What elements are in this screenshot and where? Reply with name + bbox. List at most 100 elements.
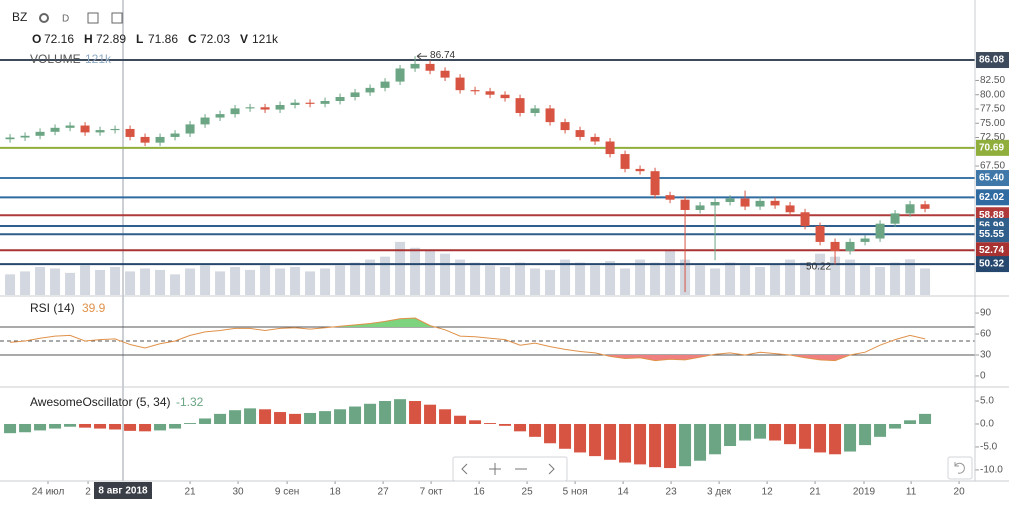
volume-bar bbox=[35, 266, 46, 295]
candle-body bbox=[575, 130, 585, 137]
ao-bar bbox=[514, 423, 527, 432]
volume-bar bbox=[185, 268, 196, 295]
indicator-value: 39.9 bbox=[82, 301, 106, 315]
settings-icon[interactable] bbox=[39, 13, 49, 23]
ao-bar bbox=[649, 423, 662, 468]
x-tick-label: 30 bbox=[232, 487, 244, 498]
header: BZ D bbox=[12, 10, 123, 25]
ao-bar bbox=[34, 423, 47, 431]
indicators-icon[interactable] bbox=[111, 12, 123, 24]
volume-bar bbox=[485, 265, 496, 295]
ao-bar bbox=[394, 399, 407, 424]
symbol[interactable]: BZ bbox=[12, 10, 27, 24]
level-label-box bbox=[976, 256, 1009, 273]
zoom-in-button[interactable] bbox=[489, 463, 501, 475]
scroll-left-button[interactable] bbox=[461, 463, 468, 475]
scroll-right-button[interactable] bbox=[548, 463, 555, 475]
candle-body bbox=[800, 212, 810, 226]
volume-value: 121k bbox=[85, 52, 112, 66]
ao-bar bbox=[619, 423, 632, 463]
volume-bar bbox=[50, 268, 61, 295]
volume-bar bbox=[770, 264, 781, 295]
x-tick-label: 9 сен bbox=[275, 487, 299, 498]
ao-bar bbox=[679, 423, 692, 467]
candle-body bbox=[530, 108, 540, 113]
ao-bar bbox=[874, 423, 887, 437]
crosshair-label: 8 авг 2018 bbox=[98, 486, 148, 497]
volume-bar bbox=[320, 268, 331, 295]
volume-bar bbox=[395, 241, 406, 295]
candle-body bbox=[230, 108, 240, 115]
level-label-box bbox=[976, 226, 1009, 243]
y-tick-label: 75.00 bbox=[980, 118, 1005, 129]
ao-bar bbox=[604, 423, 617, 460]
x-tick-label: 18 bbox=[330, 487, 342, 498]
x-tick-label: 5 ноя bbox=[563, 487, 588, 498]
volume-bar bbox=[890, 262, 901, 295]
volume-bar bbox=[650, 262, 661, 295]
x-tick-label: 12 bbox=[762, 487, 774, 498]
candle-body bbox=[815, 225, 825, 242]
x-tick-label: 7 окт bbox=[420, 487, 443, 498]
annotation-arrow bbox=[416, 52, 428, 60]
volume-bar bbox=[380, 256, 391, 295]
candle-body bbox=[350, 92, 360, 98]
ao-bar bbox=[574, 423, 587, 453]
ao-bar bbox=[79, 423, 92, 428]
volume-readout-label: V bbox=[240, 32, 248, 46]
ao-bar bbox=[769, 423, 782, 441]
level-label: 86.08 bbox=[979, 55, 1004, 66]
ao-bar bbox=[4, 423, 17, 434]
ohlc-label: O bbox=[32, 32, 41, 46]
candle-body bbox=[5, 137, 15, 140]
annotation: 50.22 bbox=[806, 261, 831, 272]
reset-button[interactable] bbox=[947, 456, 973, 480]
level-label: 65.40 bbox=[979, 173, 1004, 184]
ao-bar bbox=[334, 409, 347, 424]
y-tick-label: -5.0 bbox=[980, 442, 998, 453]
volume-bar bbox=[455, 259, 466, 295]
candle-body bbox=[770, 200, 780, 206]
level-label: 58.88 bbox=[979, 210, 1004, 221]
candle-body bbox=[260, 107, 270, 110]
volume-bar bbox=[815, 253, 826, 295]
ao-bar bbox=[49, 423, 62, 429]
volume-title: VOLUME bbox=[30, 52, 81, 66]
compare-icon[interactable] bbox=[87, 12, 99, 24]
volume-bar bbox=[845, 259, 856, 295]
ao-bar bbox=[124, 423, 137, 431]
ao-bar bbox=[424, 404, 437, 424]
volume-bar bbox=[830, 256, 841, 295]
level-label: 55.55 bbox=[979, 229, 1004, 240]
candle-body bbox=[395, 68, 405, 82]
candle-body bbox=[365, 87, 375, 93]
volume-bar bbox=[275, 268, 286, 295]
volume-bar bbox=[110, 266, 121, 295]
volume-bar bbox=[425, 250, 436, 295]
y-tick-label: 77.50 bbox=[980, 104, 1005, 115]
y-tick-label: 72.50 bbox=[980, 132, 1005, 143]
candle-body bbox=[650, 171, 660, 196]
level-label: 56.99 bbox=[979, 221, 1004, 232]
candle-body bbox=[290, 102, 300, 105]
candle-body bbox=[830, 241, 840, 252]
candle-body bbox=[860, 238, 870, 242]
volume-bar bbox=[140, 268, 151, 295]
volume-bar bbox=[545, 269, 556, 295]
candle-body bbox=[410, 63, 420, 69]
x-tick-label: 24 июл bbox=[32, 487, 65, 498]
ao-bar bbox=[184, 423, 197, 424]
candle-body bbox=[755, 200, 765, 207]
x-tick-label: 11 bbox=[906, 487, 917, 498]
candle-body bbox=[245, 107, 255, 109]
readout: O 72.16 H 72.89 L 71.86 C 72.03 V 121k VOLUME 121k R… bbox=[30, 32, 279, 409]
candle-body bbox=[275, 104, 285, 110]
volume-bar bbox=[365, 259, 376, 295]
y-tick-label: -10.0 bbox=[980, 465, 1003, 476]
volume-bar bbox=[80, 265, 91, 295]
interval[interactable]: D bbox=[62, 14, 69, 25]
candle-body bbox=[635, 168, 645, 172]
ao-bar bbox=[784, 423, 797, 445]
level-label-box bbox=[976, 52, 1009, 69]
